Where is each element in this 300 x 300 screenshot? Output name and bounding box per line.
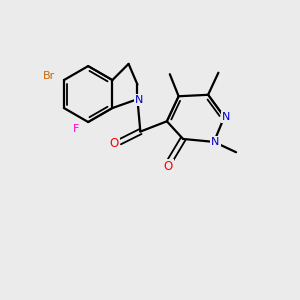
Text: N: N: [135, 95, 143, 105]
Text: N: N: [222, 112, 230, 122]
Text: F: F: [73, 124, 80, 134]
Text: N: N: [211, 137, 220, 147]
Text: Br: Br: [43, 71, 55, 81]
Text: O: O: [110, 137, 119, 150]
Text: O: O: [164, 160, 173, 173]
